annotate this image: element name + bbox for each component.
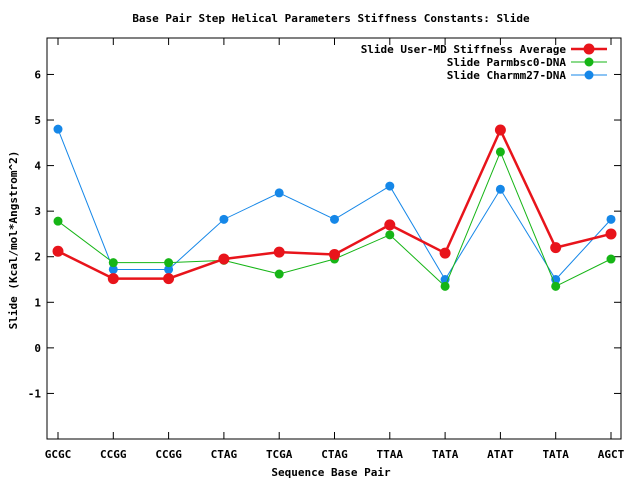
data-point [439,247,451,259]
x-tick-label: AGCT [598,448,625,461]
y-tick-label: -1 [28,387,42,400]
legend-label: Slide User-MD Stiffness Average [361,43,567,56]
data-point [53,124,63,134]
x-tick-label: CTAG [211,448,238,461]
legend-marker [583,43,595,55]
data-point [163,273,175,285]
data-point [274,188,284,198]
plot-frame [46,37,622,440]
data-point [384,219,396,231]
data-point [551,281,561,291]
x-tick-label: CCGG [155,448,182,461]
x-tick-label: TATA [432,448,459,461]
data-point [330,214,339,224]
data-point [164,264,174,274]
data-point [440,281,450,291]
legend-label: Slide Parmbsc0-DNA [447,56,567,69]
y-tick-label: 4 [34,160,41,173]
data-point [385,181,395,191]
legend-marker [584,57,594,67]
ticks-layer: -1 0 1 2 3 4 5 6 GCGC CCGG CCGG CTAG TCGA CTAG TTAA TAT… [28,38,625,461]
data-point [164,258,174,268]
data-point [385,230,395,240]
x-tick-label: TATA [542,448,569,461]
data-point [53,216,63,226]
x-axis-label: Sequence Base Pair [271,466,391,479]
y-tick-label: 6 [34,68,41,81]
data-point [606,214,616,224]
y-tick-label: 3 [34,205,41,218]
y-tick-label: 5 [34,114,41,127]
y-tick-label: 0 [34,342,41,355]
data-point [273,246,285,258]
x-tick-label: CCGG [100,448,127,461]
data-point [495,184,505,194]
legend-label: Slide Charmm27-DNA [447,69,567,82]
data-point [52,245,64,257]
data-point [606,254,616,264]
series-layer [52,124,617,291]
data-point [495,147,505,157]
data-point [219,214,229,224]
data-point [550,242,562,254]
x-tick-label: CTAG [321,448,348,461]
data-point [494,124,506,136]
data-point [108,264,118,274]
x-tick-label: TCGA [266,448,293,461]
x-tick-label: TTAA [377,448,404,461]
x-tick-label: GCGC [45,448,72,461]
data-point [218,253,230,265]
data-point [329,248,340,260]
data-point [274,269,284,279]
chart-title: Base Pair Step Helical Parameters Stiffn… [132,12,530,25]
data-point [605,228,617,240]
x-tick-label: ATAT [487,448,514,461]
data-point [107,273,119,285]
data-point [108,258,118,268]
y-tick-label: 2 [34,251,41,264]
legend-marker [584,70,594,80]
y-tick-label: 1 [34,296,41,309]
y-axis-label: Slide (Kcal/mol*Angstrom^2) [7,151,20,330]
